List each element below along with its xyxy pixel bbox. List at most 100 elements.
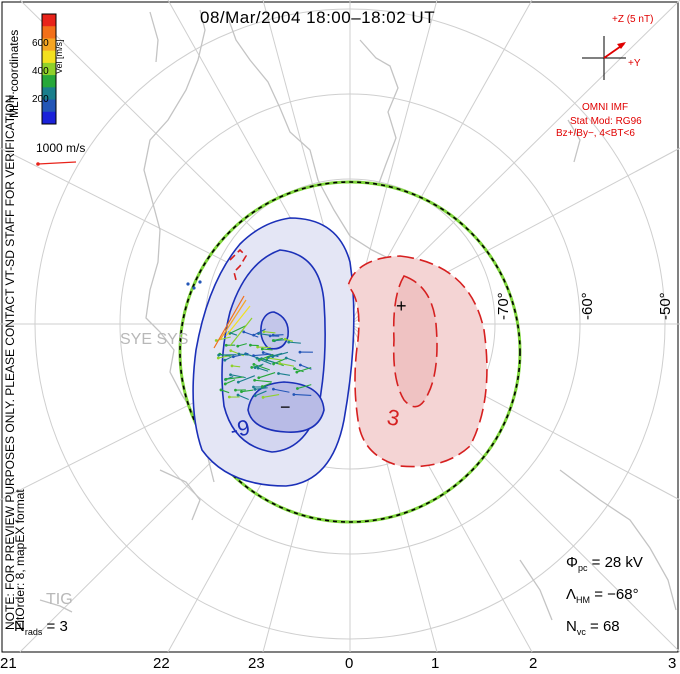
velocity-vector-origin [249,343,252,347]
lat-label-50: -50° [657,292,674,320]
velocity-vector-origin [237,352,241,356]
velocity-vector-origin [223,358,227,362]
velocity-vector [229,325,247,334]
velocity-vector [288,341,301,344]
velocity-vector-origin [295,370,299,374]
velocity-vector [293,393,312,396]
velocity-vector-origin [236,380,240,384]
velocity-vector-origin [255,356,259,360]
lambda-subscript: HM [576,595,591,605]
velocity-vector-origin [224,343,228,347]
velocity-vector [279,362,295,367]
velocity-vector-origin [298,363,302,367]
velocity-vector [286,357,296,362]
velocity-vector [258,372,276,379]
velocity-vector [262,348,273,351]
cross-polar-potential: Φpc = 28 kV [566,554,643,573]
velocity-vector-origin [229,349,233,353]
velocity-vector [273,388,290,393]
velocity-vector-origin [284,356,288,360]
colorbar-tick-200: 200 [32,94,49,105]
fit-order-note: FitOrder: 8, mapEX format [13,489,27,630]
velocity-vector-origin [217,353,221,357]
velocity-vector-origin [223,382,227,386]
velocity-vector-origin [242,330,246,334]
hm-latitude: ΛHM = −68° [566,586,639,605]
velocity-vector-origin [292,393,296,396]
preview-note: NOTE: FOR PREVIEW PURPOSES ONLY. PLEASE … [3,91,17,630]
mlt-tick-3: 3 [668,655,677,672]
velocity-vector [225,379,236,385]
velocity-vector-origin [250,366,254,369]
velocity-vector [254,387,268,390]
velocity-vector [238,353,249,356]
potential-max-marker: + [396,296,407,316]
positive-potential-cell [347,255,488,468]
velocity-vector [272,351,289,358]
plot-title: 08/Mar/2004 18:00–18:02 UT [200,8,436,27]
colorbar-swatch [42,87,56,101]
velocity-vector [253,328,266,336]
velocity-vector [230,350,245,357]
vector-count: Nvc = 68 [566,618,620,637]
velocity-vector-origin [298,350,302,354]
velocity-vector [262,382,272,388]
velocity-vector-origin [278,362,282,365]
velocity-vector-origin [240,390,243,394]
imf-z-label: +Z (5 nT) [612,14,653,25]
velocity-vector-origin [231,355,235,359]
velocity-vector-origin [268,334,272,338]
velocity-vector-origin [260,385,264,388]
velocity-vector [253,363,270,371]
velocity-vector-origin [219,388,223,392]
velocity-vector [297,384,312,390]
phi-symbol: Φ [566,554,578,571]
velocity-vector [268,352,283,358]
lambda-symbol: Λ [566,586,577,603]
mlt-coordinates-label: MLT coordinates [7,30,21,118]
velocity-vector-origin [277,372,280,375]
velocity-vector-origin [192,286,196,290]
imf-clock [582,36,626,80]
negative-potential-cell [192,217,355,487]
velocity-vector-fast [213,295,245,349]
colorbar-swatch [42,111,56,125]
velocity-vector [225,376,244,380]
velocity-vector-origin [253,394,257,398]
velocity-vector-origin [253,378,257,382]
velocity-vector-origin [296,387,299,390]
colorbar-tick-400: 400 [32,66,49,77]
imf-bin: Bz+/By−, 4<BT<6 [556,128,635,139]
station-label-tig: TIG [46,591,73,608]
velocity-vector [296,366,312,373]
velocity-vector-origin [262,330,266,334]
colorbar-swatch [42,50,56,64]
colorbar-swatch [42,38,56,52]
velocity-vector [218,354,233,359]
velocity-vector [220,389,230,394]
velocity-vector-origin [234,388,237,392]
velocity-vector-origin [283,337,287,341]
plot-frame [1,1,679,653]
velocity-vector-origin [261,395,265,399]
mlt-tick-1: 1 [431,655,440,672]
nrads-symbol: N [14,618,25,635]
imf-stat-model: Stat Mod: RG96 [570,116,642,127]
nvc-symbol: N [566,618,577,635]
velocity-vector [273,357,288,365]
radar-count: Nrads = 3 [14,618,68,637]
colorbar-swatch [42,26,56,39]
velocity-vector [243,331,259,338]
mlt-tick-0: 0 [345,655,354,672]
velocity-vector-origin [224,377,228,381]
velocity-vector [262,393,280,398]
velocity-vector-origin [257,358,261,362]
scale-label: 1000 m/s [36,141,85,155]
velocity-vector-fast [229,317,253,347]
heppner-maynard-boundary [178,180,522,524]
mlt-tick-22: 22 [153,655,170,672]
mlt-tick-21: 21 [0,655,17,672]
velocity-vector-origin [271,355,275,359]
velocity-vector [263,331,276,334]
